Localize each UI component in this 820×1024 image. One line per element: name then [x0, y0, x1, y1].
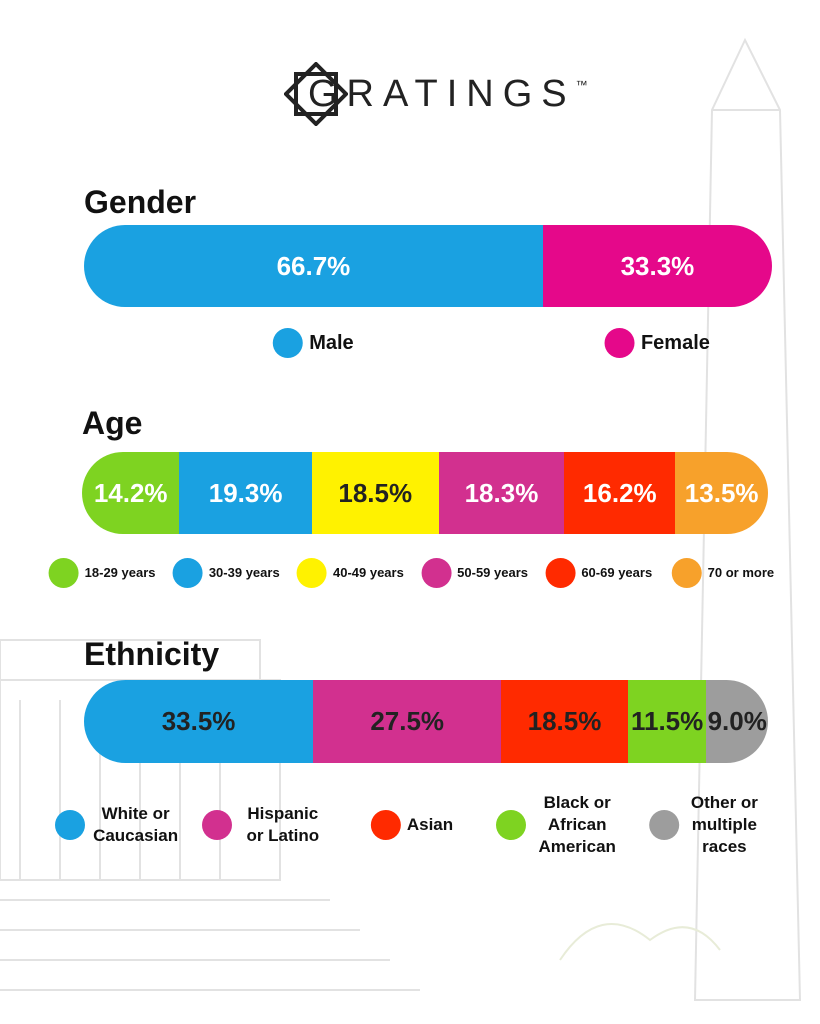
legend-label: Asian	[406, 815, 454, 834]
legend-item: Other or multiple races	[649, 785, 764, 865]
legend-swatch	[201, 810, 232, 840]
legend-label: 50-59 years	[457, 565, 528, 580]
legend-swatch	[496, 810, 527, 840]
logo: GRATINGS ™	[284, 62, 588, 126]
stacked-bar: 14.2% 19.3% 18.5% 18.3% 16.2% 13.5%	[82, 452, 768, 534]
bar-segment: 18.5%	[501, 680, 628, 763]
value-label: 13.5%	[684, 477, 759, 508]
legend-label: Hispanic or Latino	[246, 804, 320, 845]
legend-label: White or Caucasian	[93, 804, 179, 845]
legend-item: 30-39 years	[172, 556, 280, 590]
legend-item: Asian	[370, 785, 454, 865]
value-label: 18.5%	[338, 477, 413, 508]
bar-segment: 18.5%	[311, 452, 439, 534]
chart-title: Gender	[84, 184, 197, 220]
legend-label: 18-29 years	[84, 565, 156, 580]
value-label: 33.5%	[161, 706, 236, 736]
legend-item: Male	[273, 326, 354, 360]
value-label: 18.5%	[527, 706, 602, 736]
bar-segment: 33.3%	[542, 225, 772, 307]
bar-segment: 11.5%	[627, 680, 707, 763]
bar-segment: 18.3%	[438, 452, 565, 534]
legend-swatch	[370, 810, 401, 840]
stacked-bar: 66.7% 33.3%	[84, 225, 772, 307]
value-label: 9.0%	[707, 706, 767, 736]
bar-segment: 33.5%	[84, 680, 314, 763]
legend-label: Male	[309, 332, 354, 354]
bar-segment: 27.5%	[313, 680, 502, 763]
logo-text: GRATINGS	[308, 72, 576, 115]
legend-item: 60-69 years	[545, 556, 652, 590]
legend-swatch	[649, 810, 680, 840]
value-label: 14.2%	[93, 477, 168, 508]
legend-item: Female	[604, 326, 710, 360]
value-label: 16.2%	[582, 477, 657, 508]
value-label: 27.5%	[370, 706, 445, 736]
bar-segment: 14.2%	[82, 452, 180, 534]
bar-segment: 16.2%	[564, 452, 676, 534]
legend-item: 50-59 years	[421, 556, 528, 590]
logo-trademark: ™	[575, 78, 588, 92]
legend-swatch	[48, 558, 79, 588]
legend-item: 18-29 years	[48, 556, 156, 590]
legend-item: Black or African American	[496, 785, 622, 865]
legend-swatch	[421, 558, 452, 588]
legend-label: Female	[640, 332, 710, 354]
legend-label: 40-49 years	[332, 565, 404, 580]
legend-item: 40-49 years	[296, 556, 404, 590]
legend-swatch	[296, 558, 327, 588]
legend-label: 30-39 years	[208, 565, 280, 580]
legend-label: 60-69 years	[581, 565, 653, 580]
stacked-bar: 33.5% 27.5% 18.5% 11.5% 9.0%	[84, 680, 768, 763]
legend-label: Other or multiple races	[690, 793, 758, 856]
chart-title: Ethnicity	[84, 636, 220, 672]
logo-diamond	[284, 62, 348, 126]
value-label: 66.7%	[276, 250, 351, 281]
legend-swatch	[545, 558, 576, 588]
legend-item: White or Caucasian	[54, 785, 181, 865]
legend-label: 70 or more	[707, 565, 775, 580]
value-label: 18.3%	[464, 477, 539, 508]
legend-item: 70 or more	[671, 556, 775, 590]
value-label: 11.5%	[630, 706, 704, 736]
legend-swatch	[671, 558, 702, 588]
legend-swatch	[54, 810, 85, 840]
bar-segment: 13.5%	[675, 452, 768, 534]
legend-swatch	[273, 328, 304, 358]
value-label: 33.3%	[620, 250, 695, 281]
legend-item: Hispanic or Latino	[201, 785, 328, 865]
legend-swatch	[604, 328, 635, 358]
chart-title: Age	[82, 405, 143, 441]
bar-segment: 19.3%	[179, 452, 312, 534]
legend-swatch	[172, 558, 203, 588]
value-label: 19.3%	[208, 477, 283, 508]
bar-segment: 66.7%	[84, 225, 543, 307]
legend-label: Black or African American	[538, 793, 616, 856]
